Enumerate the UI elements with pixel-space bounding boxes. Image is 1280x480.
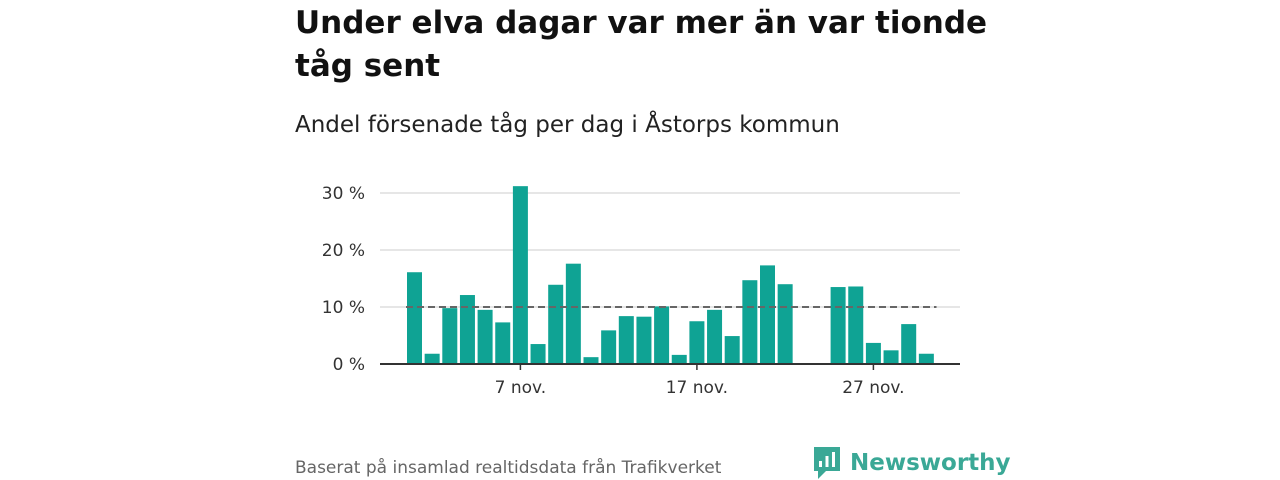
newsworthy-logo-icon [814, 447, 840, 479]
bar [442, 308, 458, 364]
bar [760, 265, 775, 364]
bar [495, 322, 511, 364]
bar [865, 342, 881, 364]
bar [407, 272, 422, 364]
bar [654, 306, 670, 364]
bar [636, 316, 652, 364]
x-tick-label: 7 nov. [495, 378, 547, 398]
bar [424, 353, 440, 364]
bar [548, 284, 564, 364]
y-tick-label: 30 % [322, 184, 365, 204]
bar [777, 284, 793, 364]
source-note: Baserat på insamlad realtidsdata från Tr… [295, 458, 722, 478]
bar [707, 309, 723, 364]
chart-title: Under elva dagar var mer än var tionde t… [295, 5, 988, 84]
bar [918, 353, 934, 364]
bar-chart: 0 % 10 % 20 % 30 % 7 nov. 17 nov. 27 nov. [322, 184, 960, 398]
bar [724, 336, 740, 364]
y-tick-label: 20 % [322, 241, 365, 261]
bar [601, 330, 617, 364]
y-tick-label: 0 % [333, 355, 365, 375]
bar [477, 309, 493, 364]
bar [689, 321, 705, 364]
y-tick-label: 10 % [322, 298, 365, 318]
bar [565, 263, 581, 364]
bar [512, 186, 528, 364]
bar [459, 295, 475, 364]
x-tick-label: 27 nov. [842, 378, 904, 398]
bar [883, 350, 899, 364]
bar [830, 287, 846, 364]
bar [742, 280, 758, 364]
bar [530, 344, 546, 364]
bar [848, 286, 864, 364]
brand-name: Newsworthy [850, 450, 1011, 476]
bar [618, 316, 634, 364]
bar [671, 354, 687, 364]
brand: Newsworthy [814, 446, 1011, 480]
x-tick-label: 17 nov. [666, 378, 728, 398]
bar [901, 324, 917, 364]
bar [583, 357, 599, 364]
chart-subtitle: Andel försenade tåg per dag i Åstorps ko… [295, 112, 840, 138]
